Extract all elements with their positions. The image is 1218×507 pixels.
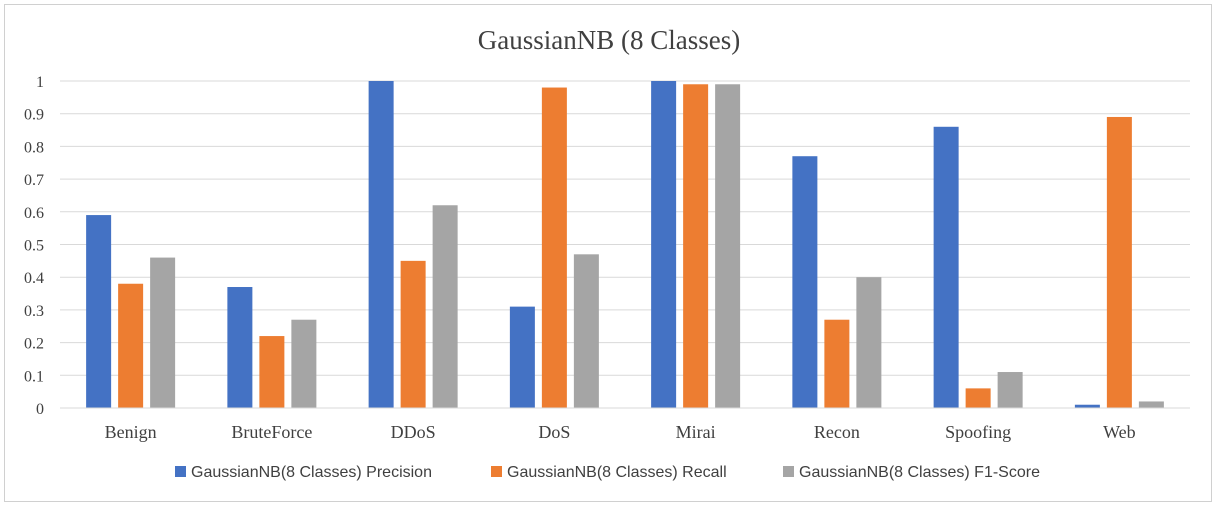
bar-spoofing-f1-score [997, 372, 1023, 408]
y-tick-label: 0.2 [24, 336, 44, 353]
y-tick-label: 0.3 [24, 303, 44, 320]
legend-swatch [175, 466, 186, 477]
y-tick-label: 0.6 [24, 205, 44, 222]
bar-dos-precision [509, 306, 535, 408]
legend-swatch [491, 466, 502, 477]
y-tick-label: 1 [36, 74, 44, 91]
bar-web-recall [1106, 116, 1132, 408]
bar-spoofing-precision [933, 126, 959, 408]
legend-label: GaussianNB(8 Classes) Recall [507, 464, 727, 481]
x-axis-ticks: Benign BruteForce DDoS DoS Mirai Recon Spoofin… [105, 422, 1136, 442]
x-tick-label: Web [1103, 422, 1136, 442]
bar-ddos-precision [368, 81, 394, 408]
y-tick-label: 0.8 [24, 139, 44, 156]
bar-bruteforce-precision [227, 287, 253, 408]
bar-benign-recall [118, 283, 144, 408]
bar-benign-f1-score [150, 257, 176, 408]
bar-dos-f1-score [573, 254, 599, 408]
x-tick-label: DDoS [391, 422, 436, 442]
bars [86, 81, 1164, 409]
bar-mirai-f1-score [715, 84, 741, 409]
legend-swatch [783, 466, 794, 477]
y-tick-label: 0.9 [24, 107, 44, 124]
x-tick-label: Spoofing [945, 422, 1011, 442]
y-tick-label: 0.5 [24, 238, 44, 255]
chart-title: GaussianNB (8 Classes) [478, 25, 740, 55]
y-tick-label: 0 [36, 401, 44, 418]
y-tick-label: 0.1 [24, 368, 44, 385]
y-tick-label: 0.7 [24, 172, 44, 189]
bar-bruteforce-f1-score [291, 319, 317, 408]
chart-frame [4, 4, 1212, 502]
bar-mirai-precision [651, 81, 677, 408]
legend-label: GaussianNB(8 Classes) Precision [191, 464, 432, 481]
bar-recon-f1-score [856, 277, 882, 408]
y-tick-label: 0.4 [24, 270, 44, 287]
bar-spoofing-recall [965, 388, 991, 408]
bar-recon-recall [824, 319, 850, 408]
bar-web-f1-score [1138, 401, 1164, 408]
bar-dos-recall [541, 87, 567, 408]
x-tick-label: Benign [105, 422, 157, 442]
bar-ddos-recall [400, 260, 426, 408]
bar-mirai-recall [683, 84, 709, 409]
y-axis-ticks: 0 0.1 0.2 0.3 0.4 0.5 0.6 0.7 0.8 0.9 1 [24, 74, 44, 418]
bar-bruteforce-recall [259, 336, 285, 408]
x-tick-label: DoS [538, 422, 570, 442]
x-tick-label: Recon [814, 422, 860, 442]
x-tick-label: Mirai [676, 422, 716, 442]
bar-ddos-f1-score [432, 205, 458, 408]
bar-web-precision [1074, 404, 1100, 408]
x-tick-label: BruteForce [231, 422, 312, 442]
bar-recon-precision [792, 156, 818, 408]
legend: GaussianNB(8 Classes) Precision GaussianN… [175, 464, 1040, 481]
legend-label: GaussianNB(8 Classes) F1-Score [799, 464, 1040, 481]
bar-benign-precision [86, 215, 112, 408]
